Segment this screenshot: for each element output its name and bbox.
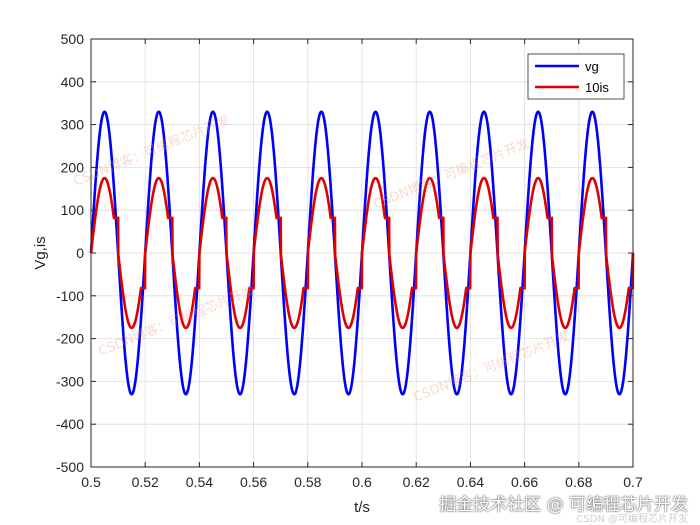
y-tick-label: -300 (56, 373, 84, 389)
x-tick-label: 0.66 (511, 474, 538, 490)
y-tick-label: 100 (61, 202, 85, 218)
x-axis-label: t/s (354, 499, 370, 516)
x-tick-label: 0.52 (132, 474, 159, 490)
footer-watermark: 掘金技术社区 @ 可编程芯片开发 (439, 495, 688, 515)
x-tick-label: 0.58 (294, 474, 321, 490)
x-tick-label: 0.68 (565, 474, 592, 490)
y-tick-label: 200 (61, 159, 85, 175)
legend-label-10is: 10is (585, 80, 609, 95)
legend-box (527, 53, 625, 100)
y-tick-label: 400 (61, 74, 85, 90)
y-tick-label: -200 (56, 331, 84, 347)
x-axis-ticks: 0.5 0.52 0.54 0.56 0.58 0.6 0.62 0.64 0.66 0.68 0.… (81, 39, 643, 490)
y-tick-label: -100 (56, 288, 84, 304)
x-tick-label: 0.64 (457, 474, 484, 490)
y-tick-label: 500 (61, 31, 85, 47)
y-axis-ticks: 500 400 300 200 100 0 -100 -200 -300 -400 -500 (56, 31, 633, 475)
y-tick-label: -500 (56, 459, 84, 475)
y-axis-label: Vg,is (32, 236, 49, 269)
x-tick-label: 0.62 (403, 474, 430, 490)
x-tick-label: 0.5 (81, 474, 101, 490)
x-tick-label: 0.56 (240, 474, 267, 490)
series-line-10is (89, 176, 635, 330)
footer-watermark-sub: CSDN @可编程芯片开发 (576, 514, 688, 525)
x-tick-label: 0.6 (352, 474, 372, 490)
legend-label-vg: vg (585, 59, 599, 74)
y-tick-label: 300 (61, 117, 85, 133)
x-tick-label: 0.7 (623, 474, 643, 490)
plot-area (89, 110, 635, 396)
legend: vg 10is (527, 53, 625, 100)
y-tick-label: -400 (56, 416, 84, 432)
x-tick-label: 0.54 (186, 474, 213, 490)
y-tick-label: 0 (76, 245, 84, 261)
